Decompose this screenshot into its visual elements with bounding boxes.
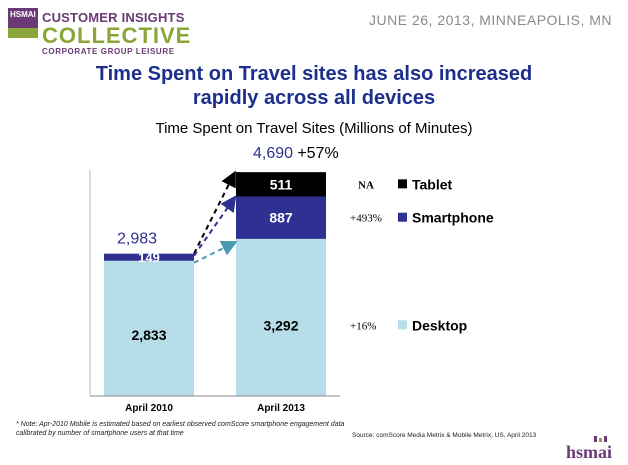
event-date: JUNE 26, 2013, MINNEAPOLIS, MN <box>369 12 612 28</box>
chart-title: Time Spent on Travel Sites (Millions of … <box>155 120 473 137</box>
legend-label-desktop: Desktop <box>412 317 467 333</box>
data-label-desktop-1: 2,833 <box>131 327 166 343</box>
slide-title: Time Spent on Travel sites has also incr… <box>0 62 628 110</box>
legend-swatch-smartphone <box>398 212 407 222</box>
footnote: * Note: Apr-2010 Mobile is estimated bas… <box>16 421 345 437</box>
logo-line-3: CORPORATE GROUP LEISURE <box>42 47 175 56</box>
arrow-smartphone <box>193 195 237 257</box>
hsmai-footer-text: hsmai <box>566 442 612 462</box>
bar-smartphone-1 <box>104 253 194 261</box>
legend-label-tablet: Tablet <box>412 176 453 192</box>
slide-title-line-2: rapidly across all devices <box>192 87 436 109</box>
logo-mark-icon <box>8 8 38 38</box>
source-text: Source: comScore Media Metrix & Mobile M… <box>352 432 537 439</box>
data-label-tablet-2: 511 <box>270 176 293 192</box>
collective-logo: HSMAI CUSTOMER INSIGHTS COLLECTIVE CORPO… <box>8 4 208 60</box>
arrow-desktop <box>193 241 238 264</box>
legend-swatch-desktop <box>398 320 407 330</box>
bar-desktop-2 <box>236 238 326 396</box>
legend-swatch-tablet <box>398 179 407 189</box>
growth-label-smartphone: +493% <box>350 213 382 225</box>
x-tick-label-2: April 2013 <box>257 403 305 414</box>
logo-line-1: CUSTOMER INSIGHTS <box>42 10 185 25</box>
total-label-2: 4,690 <box>253 145 293 162</box>
total-label-1: 2,983 <box>117 231 157 248</box>
legend-label-smartphone: Smartphone <box>412 210 494 226</box>
total-growth-label: +57% <box>297 145 338 162</box>
bar-desktop-1 <box>104 260 194 396</box>
bar-smartphone-2 <box>236 196 326 239</box>
logo-mark-text: HSMAI <box>10 10 36 19</box>
data-label-smartphone-1: 149 <box>138 250 160 265</box>
hsmai-footer-logo: hsmai <box>566 436 612 462</box>
growth-label-tablet: NA <box>358 179 374 191</box>
x-tick-label-1: April 2010 <box>125 403 173 414</box>
slide-title-line-1: Time Spent on Travel sites has also incr… <box>95 63 533 85</box>
growth-label-desktop: +16% <box>350 320 376 332</box>
data-label-smartphone-2: 887 <box>269 210 293 226</box>
arrow-total <box>193 170 236 255</box>
bar-tablet-2 <box>236 172 326 197</box>
data-label-desktop-2: 3,292 <box>263 317 298 333</box>
logo-line-2: COLLECTIVE <box>42 23 192 48</box>
